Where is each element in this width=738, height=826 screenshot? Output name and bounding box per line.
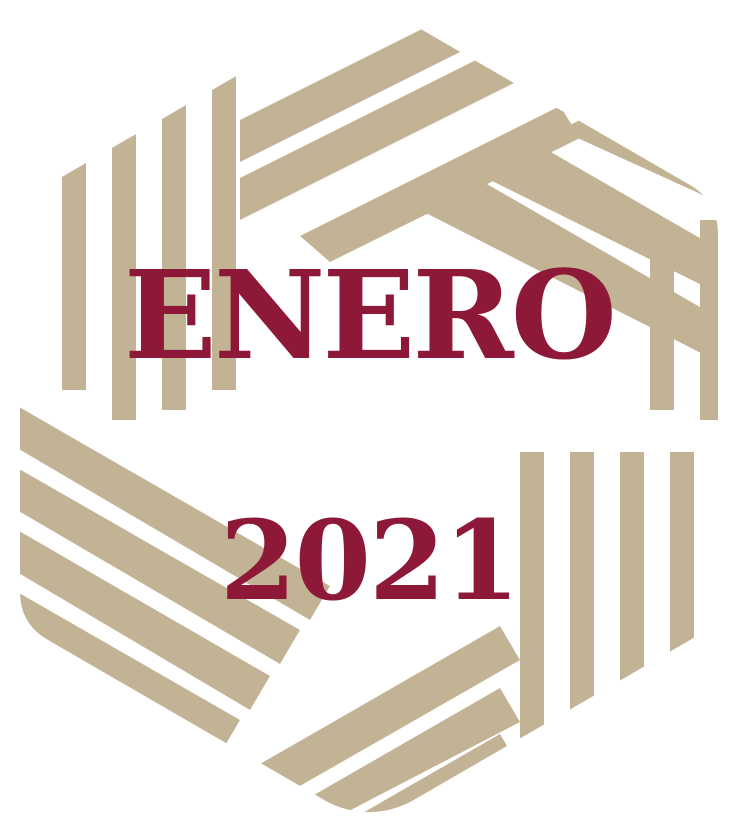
year-title: 2021 [219, 496, 520, 625]
month-title: ENERO [123, 243, 617, 387]
